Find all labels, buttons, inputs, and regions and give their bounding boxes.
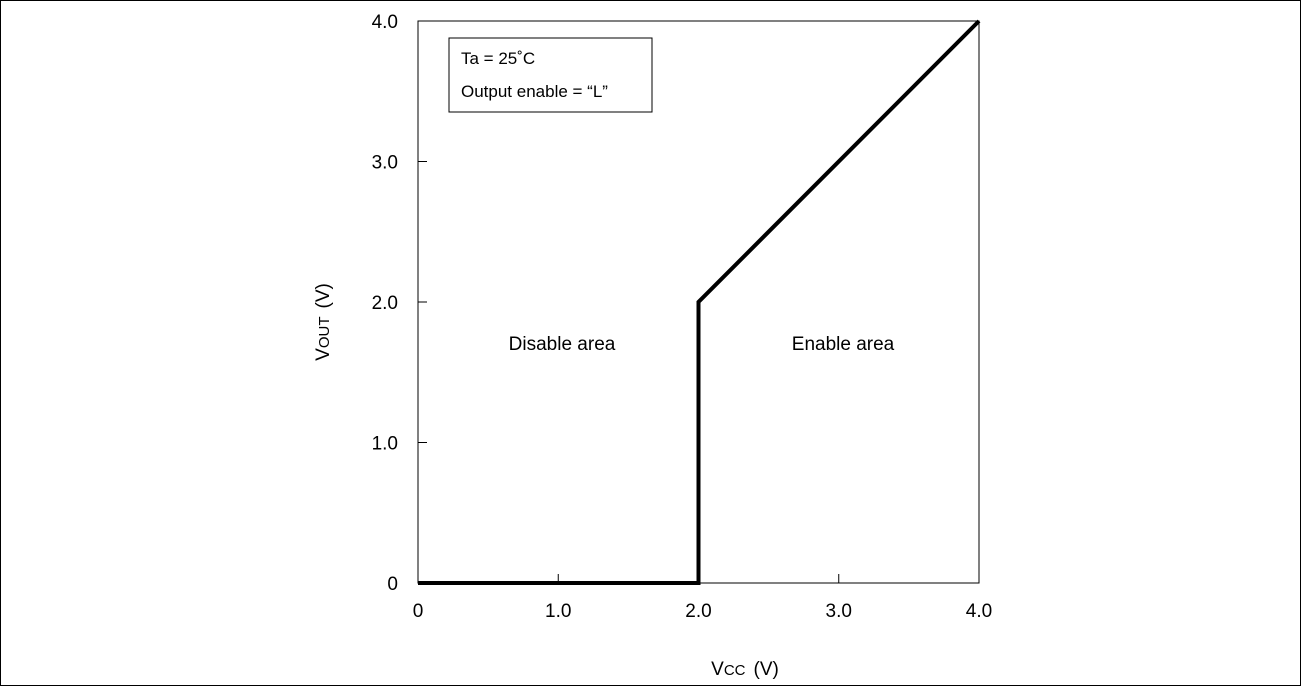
x-axis-label-main: V xyxy=(711,659,724,680)
series-line xyxy=(418,19,981,585)
y-tick-label: 3.0 xyxy=(372,153,398,174)
y-tick-label: 1.0 xyxy=(372,434,398,455)
disable-area-label: Disable area xyxy=(509,334,616,355)
condition-text-output-enable: Output enable = “L” xyxy=(461,82,608,101)
axis-ticks xyxy=(418,161,840,583)
x-tick-label: 1.0 xyxy=(545,601,571,622)
y-axis-label: VOUT (V) xyxy=(313,283,334,361)
x-tick-label: 2.0 xyxy=(685,601,711,622)
x-axis-label-unit: (V) xyxy=(754,659,779,680)
condition-text-temperature: Ta = 25˚C xyxy=(461,49,535,68)
x-axis-label: VCC (V) xyxy=(711,659,779,680)
condition-box xyxy=(448,37,653,113)
y-axis-label-main: V xyxy=(313,348,334,361)
x-tick-label: 3.0 xyxy=(826,601,852,622)
y-axis-label-subscript: OUT xyxy=(316,316,333,348)
y-axis-label-unit: (V) xyxy=(313,283,334,308)
y-tick-label: 2.0 xyxy=(372,293,398,314)
y-tick-label: 0 xyxy=(387,574,398,595)
tick-labels: 0 1.0 2.0 3.0 4.0 0 1.0 2.0 3.0 4.0 xyxy=(372,12,993,622)
x-axis-label-subscript: CC xyxy=(724,662,746,679)
enable-area-label: Enable area xyxy=(792,334,895,355)
x-tick-label: 4.0 xyxy=(966,601,992,622)
x-tick-label: 0 xyxy=(413,601,424,622)
y-tick-label: 4.0 xyxy=(372,12,398,33)
